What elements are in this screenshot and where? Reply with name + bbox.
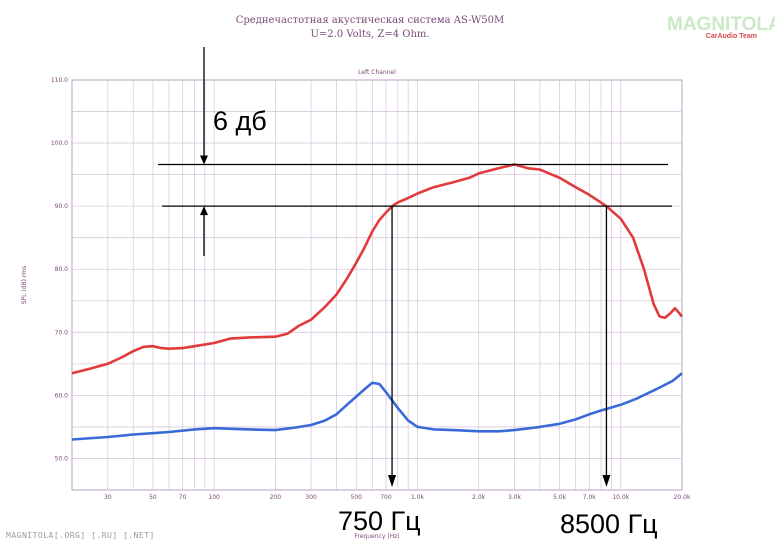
y-tick-label: 70.0 — [55, 329, 69, 336]
y-axis-label: SPL (dB) rms — [21, 266, 28, 305]
db-label: 6 дб — [213, 106, 267, 136]
y-tick-label: 80.0 — [55, 266, 69, 273]
spl-curve-blue — [71, 372, 683, 441]
y-tick-label: 60.0 — [55, 392, 69, 399]
brand-logo: MAGNITOLA CarAudio Team — [667, 14, 775, 40]
x-tick-label: 200 — [270, 494, 282, 501]
chart-subtitle: U=2.0 Volts, Z=4 Ohm. — [310, 29, 430, 40]
x-tick-label: 30 — [104, 494, 112, 501]
y-tick-label: 90.0 — [55, 203, 69, 210]
y-tick-label: 100.0 — [51, 140, 68, 147]
x-tick-label: 10.0k — [612, 494, 629, 501]
x-axis-label: Frequency (Hz) — [354, 533, 399, 540]
lower-freq-label: 750 Гц — [338, 506, 421, 536]
x-tick-label: 500 — [351, 494, 363, 501]
x-tick-label: 700 — [380, 494, 392, 501]
x-tick-label: 20.0k — [674, 494, 691, 501]
x-tick-label: 100 — [208, 494, 220, 501]
x-tick-label: 5.0k — [553, 494, 567, 501]
watermark: MAGNITOLA[.ORG] [.RU] [.NET] — [6, 531, 155, 540]
arrow-down-icon — [602, 475, 611, 487]
x-tick-label: 3.0k — [508, 494, 522, 501]
x-tick-label: 300 — [305, 494, 317, 501]
chart-title: Среднечастотная акустическая система AS-… — [235, 15, 505, 26]
y-tick-label: 110.0 — [51, 77, 68, 84]
spl-curve-red — [71, 163, 683, 375]
x-tick-label: 2.0k — [472, 494, 486, 501]
x-tick-label: 7.0k — [583, 494, 597, 501]
arrow-down-icon — [388, 475, 397, 487]
logo-team: CarAudio Team — [705, 33, 757, 40]
arrow-up-icon — [200, 206, 208, 216]
annotations: 6 дб 750 Гц 8500 Гц — [158, 47, 672, 539]
upper-freq-label: 8500 Гц — [560, 509, 658, 539]
grid — [72, 80, 682, 490]
x-tick-label: 70 — [179, 494, 187, 501]
logo-name: MAGNITOLA — [667, 14, 775, 35]
y-tick-label: 50.0 — [55, 455, 69, 462]
plot-title: Left Channel — [358, 69, 396, 76]
plot-area — [71, 79, 683, 491]
x-tick-label: 50 — [149, 494, 157, 501]
arrow-down-icon — [200, 155, 208, 165]
x-tick-label: 1.0k — [411, 494, 425, 501]
